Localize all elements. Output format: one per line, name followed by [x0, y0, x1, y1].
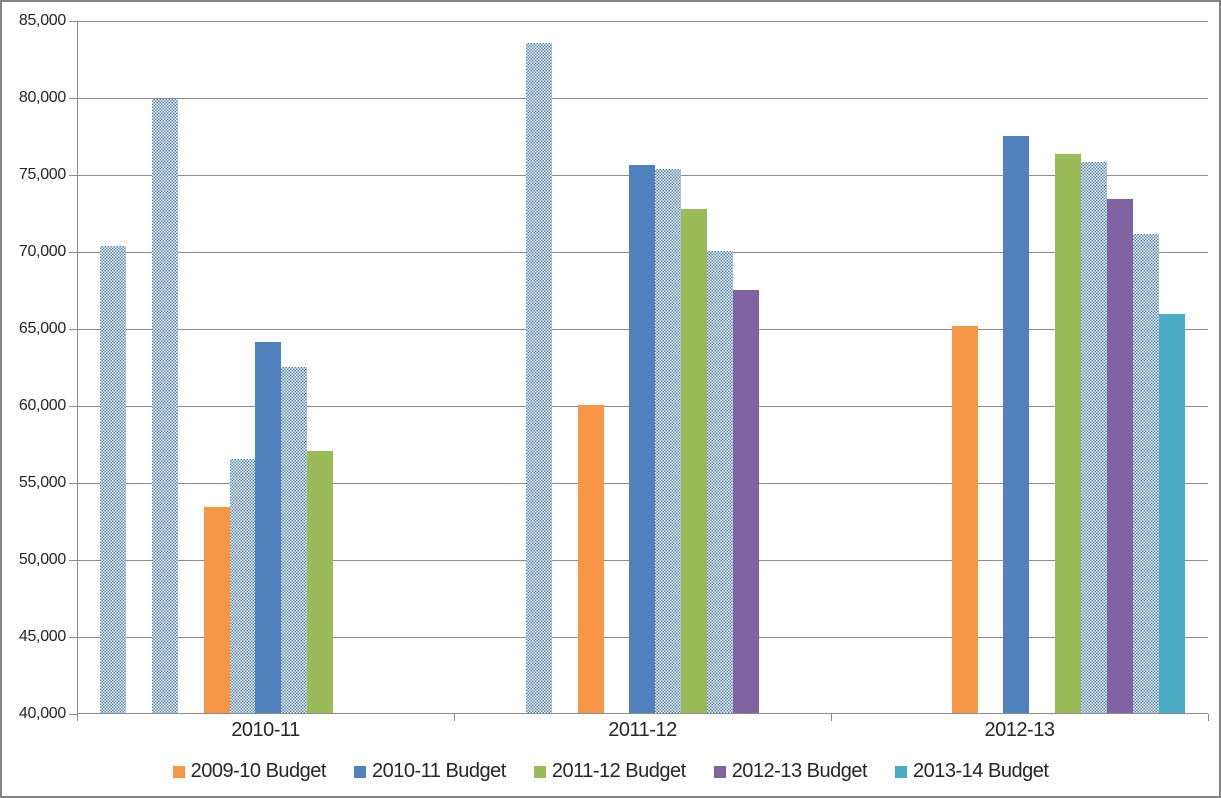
y-gridline — [78, 21, 1208, 22]
y-axis-tick — [69, 98, 77, 99]
legend-item: 2010-11 Budget — [353, 760, 506, 783]
bar-pattern-estimate — [281, 366, 308, 713]
x-axis-tick — [1208, 714, 1209, 721]
y-axis-tick — [69, 714, 77, 715]
y-axis-label: 45,000 — [18, 628, 66, 645]
bar-2010-11-budget — [1003, 135, 1030, 713]
y-axis-label: 85,000 — [18, 12, 66, 29]
y-axis-label: 55,000 — [18, 474, 66, 491]
legend-label: 2009-10 Budget — [190, 760, 327, 782]
y-axis-label: 50,000 — [18, 551, 66, 568]
bar-pattern-estimate — [229, 458, 256, 713]
bar-pattern-estimate — [100, 246, 126, 713]
x-axis-tick — [831, 714, 832, 721]
legend-label: 2012-13 Budget — [731, 760, 868, 782]
legend-swatch-icon — [172, 765, 185, 778]
bar-2010-11-budget — [629, 164, 656, 713]
bar-pattern-estimate — [1081, 161, 1108, 713]
y-axis-label: 65,000 — [18, 320, 66, 337]
bar-pattern-estimate — [1132, 234, 1159, 713]
plot-area — [77, 21, 1208, 714]
y-gridline — [78, 98, 1208, 99]
legend-item: 2012-13 Budget — [713, 760, 868, 783]
y-axis-tick — [69, 252, 77, 253]
y-axis-label: 80,000 — [18, 89, 66, 106]
legend-swatch-icon — [353, 765, 366, 778]
bar-pattern-estimate — [655, 169, 682, 713]
bar-2009-10-budget — [951, 326, 978, 713]
y-axis-tick — [69, 329, 77, 330]
bar-2012-13-budget — [733, 289, 759, 713]
y-axis-tick — [69, 483, 77, 484]
legend-swatch-icon — [895, 765, 908, 778]
category-label: 2012-13 — [984, 719, 1055, 741]
x-axis-tick — [77, 714, 78, 721]
y-axis-tick — [69, 637, 77, 638]
y-axis-label: 60,000 — [18, 397, 66, 414]
bar-2009-10-budget — [577, 405, 604, 713]
legend-swatch-icon — [533, 765, 546, 778]
y-axis-tick — [69, 21, 77, 22]
category-label: 2011-12 — [608, 719, 677, 741]
y-axis-tick — [69, 175, 77, 176]
legend-swatch-icon — [713, 765, 726, 778]
bar-2012-13-budget — [1107, 198, 1133, 713]
bar-2013-14-budget — [1158, 314, 1185, 713]
bar-2011-12-budget — [307, 451, 334, 713]
bar-2011-12-budget — [1055, 153, 1082, 713]
bar-2011-12-budget — [681, 209, 708, 713]
x-axis-tick — [454, 714, 455, 721]
legend-item: 2013-14 Budget — [895, 760, 1049, 783]
y-axis-label: 70,000 — [18, 243, 66, 260]
bar-pattern-estimate — [151, 98, 178, 713]
bar-2010-11-budget — [255, 341, 282, 713]
bar-pattern-estimate — [525, 43, 552, 713]
bar-2009-10-budget — [203, 506, 230, 713]
y-axis-label: 40,000 — [18, 705, 66, 722]
legend-label: 2010-11 Budget — [371, 760, 506, 782]
legend-label: 2013-14 Budget — [913, 760, 1049, 782]
legend-item: 2011-12 Budget — [533, 760, 686, 783]
legend: 2009-10 Budget 2010-11 Budget 2011-12 Budg… — [2, 760, 1219, 783]
y-axis-label: 75,000 — [18, 166, 66, 183]
legend-item: 2009-10 Budget — [172, 760, 327, 783]
bar-pattern-estimate — [707, 251, 734, 713]
legend-label: 2011-12 Budget — [551, 760, 686, 782]
y-axis-tick — [69, 406, 77, 407]
y-axis-tick — [69, 560, 77, 561]
category-label: 2010-11 — [231, 719, 300, 741]
